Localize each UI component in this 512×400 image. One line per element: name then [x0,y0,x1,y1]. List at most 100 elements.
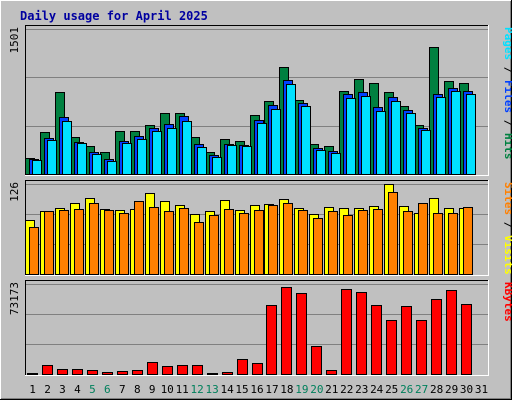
bar-pages-day-5 [92,154,102,175]
side-legend-part: / [502,215,512,235]
side-legend-kbytes: KBytes [502,282,512,322]
bar-kbytes-day-26 [401,306,412,375]
x-tick-label: 1 [29,383,36,396]
bar-pages-day-16 [257,123,267,175]
side-legend-hits-files-pages: Pages / Files / Hits [502,27,512,160]
side-legend-part: / [502,113,512,133]
side-legend-part: Sites [502,182,512,215]
x-tick-label: 30 [460,383,473,396]
bar-kbytes-day-11 [177,365,188,375]
bar-sites-day-19 [298,210,308,275]
bar-kbytes-day-12 [192,365,203,375]
x-tick-label: 9 [149,383,156,396]
bar-sites-day-21 [328,211,338,275]
bar-pages-day-13 [212,157,222,175]
bar-kbytes-day-17 [266,305,277,375]
bar-pages-day-22 [346,98,356,175]
y-max-label: 126 [8,182,21,202]
bar-kbytes-day-23 [356,292,367,375]
bar-pages-day-27 [421,130,431,175]
bar-sites-day-14 [224,209,234,275]
bar-sites-day-6 [104,210,114,275]
x-tick-label: 20 [310,383,323,396]
bar-sites-day-26 [403,211,413,275]
bar-sites-day-11 [179,208,189,275]
x-tick-label: 6 [104,383,111,396]
bar-pages-day-4 [77,143,87,175]
side-legend-part: Pages [502,27,512,60]
bar-pages-day-2 [47,140,57,175]
series-sites [29,192,473,275]
y-max-label: 73173 [8,282,21,315]
bar-kbytes-day-19 [296,293,307,375]
chart-panels: 1501 Pages / Files / Hits 126 Sites / Visit… [8,25,512,376]
bar-sites-day-5 [89,203,99,275]
x-tick-label: 17 [265,383,278,396]
bar-pages-day-28 [436,97,446,175]
bar-kbytes-day-24 [371,305,382,375]
bar-kbytes-day-10 [162,366,173,375]
bar-pages-day-3 [62,121,72,175]
bar-sites-day-12 [194,222,204,275]
bar-kbytes-day-16 [252,363,263,375]
bar-pages-day-7 [122,143,132,175]
x-tick-label: 24 [370,383,384,396]
x-axis-tick-labels: 1 2 3 4 5 6 7 8 9 10 11 12 13 14 15 16 17 18 19 20 21 22 23 24 2… [29,383,488,396]
bar-kbytes-day-15 [237,359,248,375]
bar-pages-day-14 [227,145,237,175]
bar-pages-day-8 [137,139,147,175]
bar-pages-day-15 [242,146,252,175]
x-tick-label: 8 [134,383,141,396]
x-tick-label: 27 [415,383,428,396]
panel-visits-sites: 126 Sites / Visits [8,180,512,276]
bar-pages-day-1 [32,160,42,175]
bar-kbytes-day-7 [117,371,128,375]
bar-sites-day-8 [134,201,144,275]
bar-kbytes-day-18 [281,287,292,375]
side-legend-part: Visits [502,235,512,275]
x-tick-label: 23 [355,383,368,396]
x-tick-label: 5 [89,383,96,396]
series-pages [32,84,476,175]
bar-sites-day-28 [433,213,443,275]
bar-kbytes-day-4 [72,369,83,375]
bar-kbytes-day-21 [326,370,337,375]
bar-sites-day-7 [119,213,129,275]
x-tick-label: 3 [59,383,66,396]
x-tick-label: 13 [205,383,218,396]
x-tick-label: 12 [190,383,203,396]
x-tick-label: 15 [235,383,248,396]
x-tick-label: 31 [475,383,488,396]
panel-hits-files-pages: 1501 Pages / Files / Hits [8,25,512,176]
bar-pages-day-6 [107,161,117,175]
bar-sites-day-27 [418,203,428,275]
x-tick-label: 16 [250,383,263,396]
bar-sites-day-22 [343,215,353,275]
side-legend-part: / [502,60,512,80]
bar-kbytes-day-5 [87,370,98,375]
bar-pages-day-10 [167,128,177,175]
bar-pages-day-9 [152,131,162,175]
bar-kbytes-day-25 [386,320,397,375]
bar-pages-day-21 [331,153,341,175]
bar-sites-day-20 [313,218,323,275]
bar-kbytes-day-14 [222,372,233,375]
bar-kbytes-day-6 [102,372,113,375]
bar-pages-day-23 [361,96,371,175]
bar-sites-day-17 [268,205,278,275]
side-legend-part: KBytes [502,282,512,322]
x-tick-label: 7 [119,383,126,396]
bar-kbytes-day-22 [341,289,352,375]
x-tick-label: 11 [176,383,189,396]
bar-sites-day-29 [448,213,458,275]
bar-kbytes-day-28 [431,299,442,375]
bar-pages-day-11 [182,121,192,175]
bar-kbytes-day-9 [147,362,158,375]
x-tick-label: 19 [295,383,308,396]
bar-sites-day-13 [209,215,219,275]
bar-pages-day-20 [316,150,326,175]
bar-pages-day-17 [271,109,281,175]
bar-pages-day-12 [197,147,207,175]
x-tick-label: 21 [325,383,338,396]
